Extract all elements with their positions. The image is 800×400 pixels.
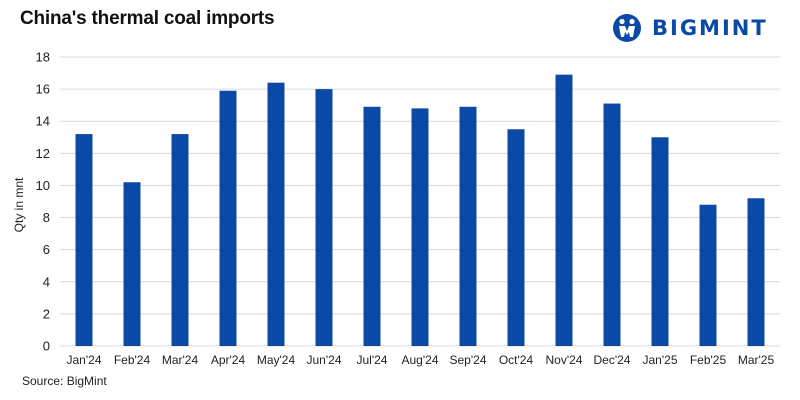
- y-tick-label: 8: [43, 210, 50, 225]
- bar: [603, 103, 621, 346]
- bar: [123, 182, 141, 346]
- x-tick-label: Aug'24: [402, 353, 439, 367]
- x-tick-label: Sep'24: [450, 353, 487, 367]
- x-tick-label: Feb'25: [690, 353, 727, 367]
- source-note: Source: BigMint: [22, 374, 107, 388]
- bar: [267, 82, 285, 346]
- chart-title: China's thermal coal imports: [20, 8, 275, 29]
- x-tick-label: Mar'25: [738, 353, 775, 367]
- bar: [459, 106, 477, 347]
- y-tick-labels: 0 2 4 6 8 10 12 14 16 18: [36, 50, 50, 354]
- bar: [363, 106, 381, 347]
- y-tick-label: 4: [43, 274, 50, 289]
- bigmint-logo-icon: [613, 14, 641, 42]
- bar: [507, 129, 525, 346]
- y-tick-label: 12: [36, 146, 50, 161]
- bar: [171, 134, 189, 346]
- bars: [75, 74, 765, 347]
- x-tick-label: Apr'24: [211, 353, 246, 367]
- bar: [75, 134, 93, 346]
- bar: [411, 108, 429, 346]
- y-tick-label: 16: [36, 82, 50, 97]
- y-tick-label: 14: [36, 114, 50, 129]
- brand-name: BIGMINT: [652, 16, 768, 40]
- bar: [747, 198, 765, 346]
- y-axis-label: Qty in mnt: [12, 177, 26, 232]
- bar: [219, 90, 237, 346]
- x-tick-label: Jan'25: [643, 353, 678, 367]
- x-tick-label: Jan'24: [67, 353, 102, 367]
- brand-logo: BIGMINT: [612, 12, 768, 44]
- bar: [555, 74, 573, 347]
- y-tick-label: 2: [43, 306, 50, 321]
- x-tick-label: Dec'24: [594, 353, 631, 367]
- x-tick-labels: Jan'24 Feb'24 Mar'24 Apr'24 May'24 Jun'24 Jul'…: [67, 353, 775, 367]
- x-tick-label: Jun'24: [307, 353, 342, 367]
- x-tick-label: Mar'24: [162, 353, 199, 367]
- y-tick-label: 18: [36, 50, 50, 65]
- bar: [699, 204, 717, 346]
- x-tick-label: Jul'24: [357, 353, 388, 367]
- x-tick-label: Oct'24: [499, 353, 534, 367]
- bar: [315, 89, 333, 346]
- x-tick-label: Nov'24: [546, 353, 583, 367]
- x-tick-label: May'24: [257, 353, 296, 367]
- y-tick-label: 10: [36, 178, 50, 193]
- bar: [651, 137, 669, 346]
- y-tick-label: 0: [43, 339, 50, 354]
- x-tick-label: Feb'24: [114, 353, 151, 367]
- y-tick-label: 6: [43, 242, 50, 257]
